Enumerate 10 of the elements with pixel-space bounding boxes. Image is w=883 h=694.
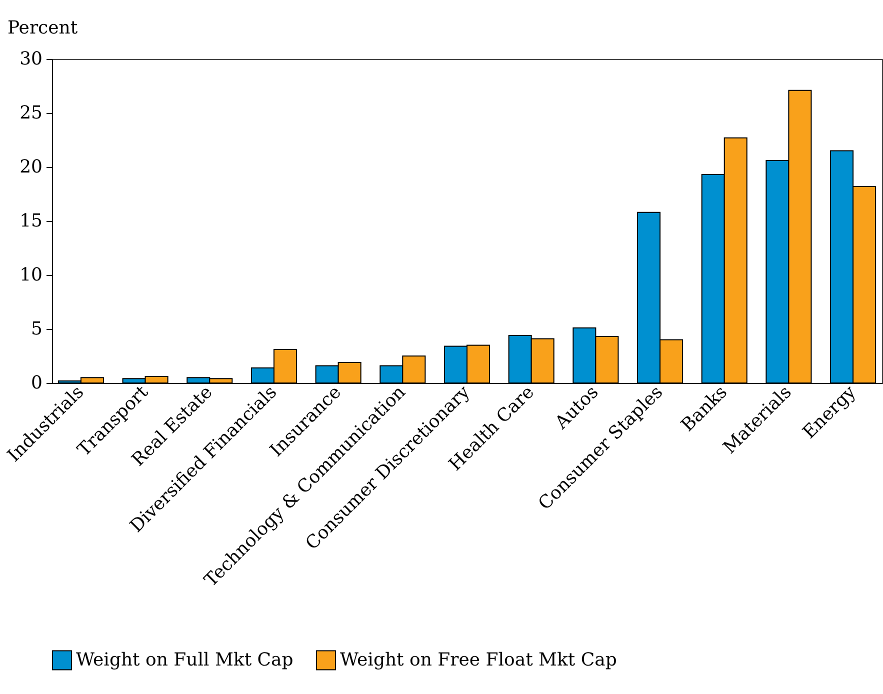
y-tick-label: 0 <box>31 372 42 394</box>
y-tick-label: 15 <box>20 210 42 232</box>
y-tick-label: 5 <box>31 318 42 340</box>
y-tick-label: 30 <box>20 48 42 70</box>
y-tick-label: 20 <box>20 156 42 178</box>
legend-label: Weight on Free Float Mkt Cap <box>340 649 617 670</box>
legend-label: Weight on Full Mkt Cap <box>76 649 294 670</box>
y-tick-label: 25 <box>20 102 42 124</box>
y-axis-title: Percent <box>8 18 78 38</box>
y-tick-label: 10 <box>20 264 42 286</box>
